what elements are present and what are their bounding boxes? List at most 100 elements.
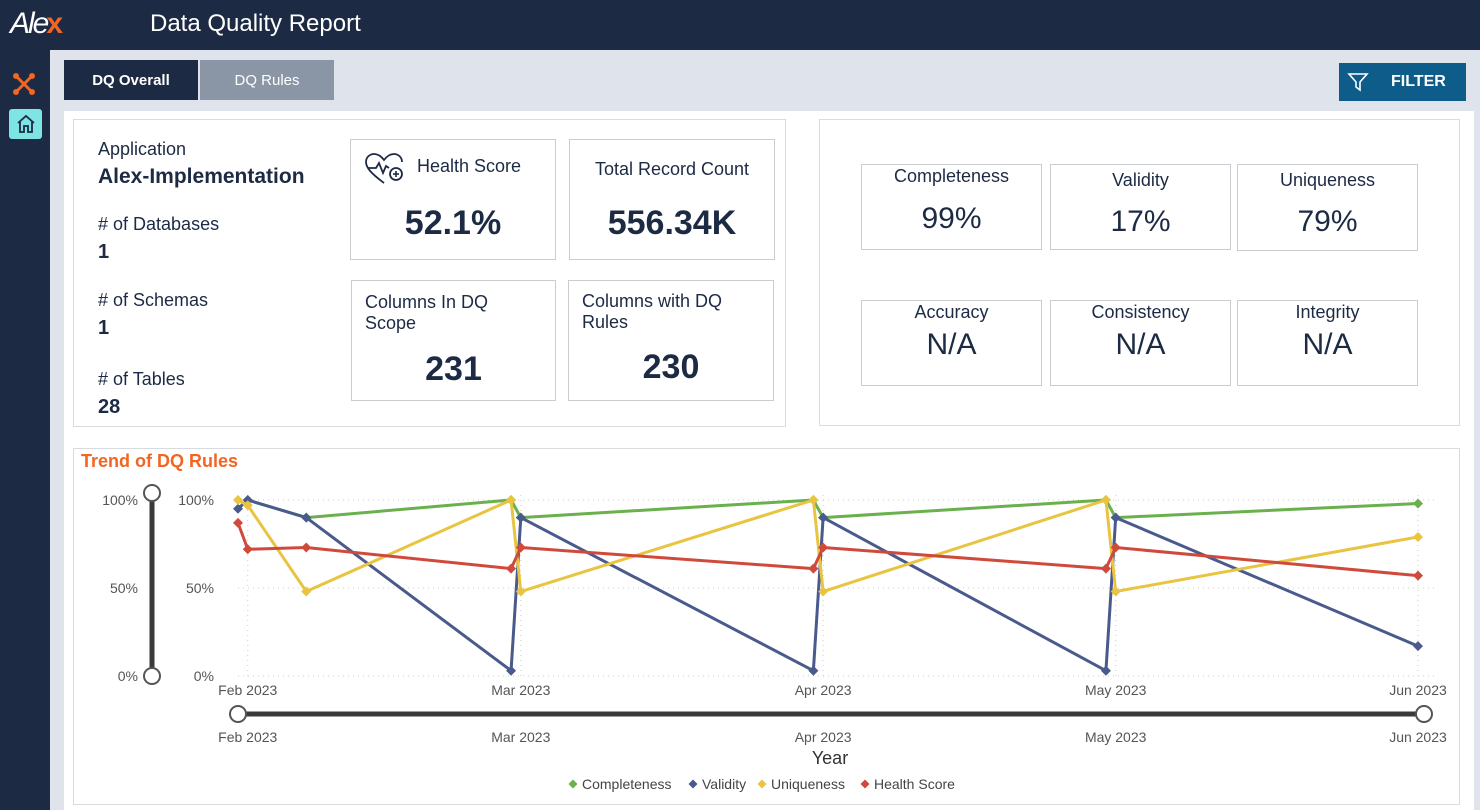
total-record-count-value: 556.34K: [607, 204, 737, 242]
data-point-health-score: [1110, 542, 1121, 553]
columns-with-rules-value: 230: [642, 348, 700, 386]
x-axis-title: Year: [812, 748, 848, 768]
home-button[interactable]: [9, 109, 42, 139]
x-tick-label: Feb 2023: [218, 682, 277, 698]
data-point-uniqueness: [808, 495, 819, 505]
legend-marker: [688, 779, 698, 789]
validity-card: Validity 17%: [1050, 164, 1231, 250]
series-line-completeness: [247, 498, 1419, 520]
legend-label: Validity: [702, 776, 746, 792]
legend-marker: [568, 779, 578, 789]
integrity-title: Integrity: [1295, 302, 1360, 322]
legend-marker: [757, 779, 767, 789]
y-tick-label: 0%: [194, 668, 214, 684]
databases-label: # of Databases: [98, 214, 220, 234]
y-range-handle-bottom[interactable]: [143, 667, 161, 685]
y-tick-label: 100%: [178, 492, 214, 508]
schemas-value: 1: [98, 317, 110, 339]
legend-label: Health Score: [874, 776, 955, 792]
uniqueness-title: Uniqueness: [1279, 170, 1376, 190]
data-point-validity: [1100, 665, 1111, 676]
legend-label: Uniqueness: [771, 776, 845, 792]
alex-x-icon[interactable]: [12, 72, 36, 96]
x-tick-label: Mar 2023: [491, 682, 550, 698]
application-label: Application: [98, 139, 187, 159]
x-slider-tick-label: Mar 2023: [491, 729, 550, 745]
x-range-handle-right[interactable]: [1415, 705, 1433, 723]
total-record-count-title: Total Record Count: [594, 159, 750, 179]
chart-legend[interactable]: Completeness Validity Uniqueness Health Sco…: [568, 776, 956, 792]
accuracy-card: Accuracy N/A: [861, 300, 1042, 386]
tables-label: # of Tables: [98, 369, 185, 389]
y-slider-tick-label: 0%: [118, 668, 138, 684]
x-slider-tick-label: Feb 2023: [218, 729, 277, 745]
data-point-validity: [506, 665, 517, 676]
filter-button[interactable]: FILTER: [1339, 63, 1466, 101]
summary-panel: Application Alex-Implementation # of Dat…: [73, 119, 786, 427]
data-point-health-score: [1100, 563, 1111, 574]
data-point-uniqueness: [242, 500, 253, 511]
columns-with-rules-title-line2: Rules: [582, 312, 629, 332]
trend-chart-panel: [73, 448, 1460, 805]
data-point-health-score: [301, 542, 312, 553]
filter-icon: [1347, 73, 1369, 92]
chart-title: Trend of DQ Rules: [81, 451, 239, 471]
data-point-uniqueness: [1413, 531, 1423, 542]
logo-x: x: [46, 7, 64, 40]
dimensions-panel: Completeness 99% Validity 17% Uniqueness…: [819, 119, 1460, 426]
logo-text: Ale: [10, 7, 49, 40]
x-tick-label: May 2023: [1085, 682, 1147, 698]
data-point-validity: [301, 512, 312, 523]
data-point-health-score: [233, 517, 243, 528]
series-line-health-score: [236, 522, 1419, 578]
completeness-value: 99%: [921, 202, 982, 235]
schemas-label: # of Schemas: [98, 290, 209, 310]
columns-in-scope-title-line2: Scope: [365, 313, 417, 333]
data-point-validity: [808, 665, 819, 676]
data-point-health-score: [506, 563, 517, 574]
consistency-title: Consistency: [1091, 302, 1190, 322]
health-score-value: 52.1%: [404, 204, 502, 242]
tab-dq-rules[interactable]: DQ Rules: [200, 60, 334, 100]
y-slider-tick-label: 100%: [102, 492, 138, 508]
data-point-health-score: [515, 542, 526, 553]
x-tick-label: Jun 2023: [1389, 682, 1447, 698]
data-point-validity: [1110, 512, 1121, 523]
accuracy-title: Accuracy: [914, 302, 989, 322]
data-point-uniqueness: [506, 495, 517, 505]
x-range-handle-left[interactable]: [229, 705, 247, 723]
health-score-title: Health Score: [417, 156, 522, 176]
data-point-validity: [1413, 641, 1423, 652]
data-point-uniqueness: [301, 586, 312, 597]
chart-grid: 0% 0% 50% 50% 100% 100% Feb 2023 Feb 2023 Mar 20…: [102, 492, 1447, 745]
heart-pulse-icon: [365, 153, 403, 184]
tab-dq-overall[interactable]: DQ Overall: [64, 60, 198, 100]
integrity-value: N/A: [1302, 328, 1353, 361]
data-point-health-score: [242, 544, 253, 555]
page-title: Data Quality Report: [150, 10, 361, 37]
databases-value: 1: [98, 241, 110, 263]
data-point-uniqueness: [1100, 495, 1111, 505]
consistency-card: Consistency N/A: [1050, 300, 1231, 386]
data-point-uniqueness: [818, 586, 829, 597]
completeness-card: Completeness 99%: [861, 164, 1042, 250]
home-icon: [16, 114, 35, 133]
completeness-title: Completeness: [893, 166, 1010, 186]
y-tick-label: 50%: [186, 580, 214, 596]
data-point-completeness: [1413, 498, 1423, 509]
consistency-value: N/A: [1115, 328, 1166, 361]
x-slider-tick-label: May 2023: [1085, 729, 1147, 745]
series-line-validity: [236, 498, 1419, 673]
legend-marker: [860, 779, 870, 789]
alex-logo[interactable]: Ale x: [10, 6, 63, 42]
columns-in-scope-value: 231: [425, 350, 482, 388]
y-range-handle-top[interactable]: [143, 484, 161, 502]
uniqueness-value: 79%: [1297, 205, 1358, 238]
x-slider-tick-label: Jun 2023: [1389, 729, 1447, 745]
filter-label: FILTER: [1391, 73, 1446, 90]
data-point-validity: [233, 503, 243, 514]
columns-with-rules-card: Columns with DQ Rules 230: [568, 280, 774, 401]
health-score-card: Health Score 52.1%: [350, 139, 556, 260]
data-point-health-score: [818, 542, 829, 553]
